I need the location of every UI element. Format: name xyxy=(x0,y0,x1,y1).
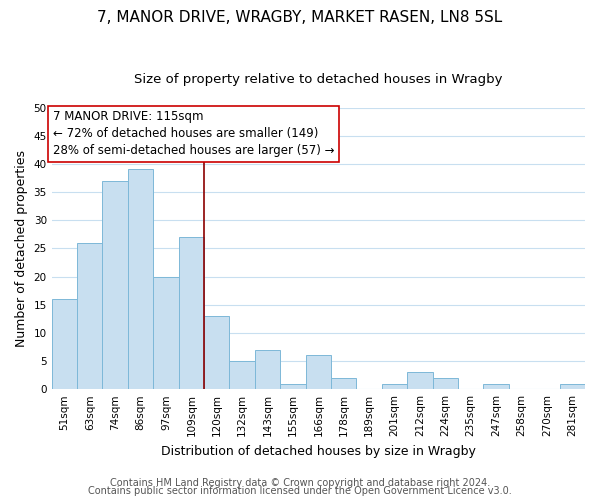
Text: 7 MANOR DRIVE: 115sqm
← 72% of detached houses are smaller (149)
28% of semi-det: 7 MANOR DRIVE: 115sqm ← 72% of detached … xyxy=(53,110,334,158)
Bar xyxy=(407,372,433,389)
Y-axis label: Number of detached properties: Number of detached properties xyxy=(15,150,28,347)
Bar xyxy=(280,384,305,389)
Bar xyxy=(52,299,77,389)
Bar xyxy=(179,237,204,389)
Text: Contains HM Land Registry data © Crown copyright and database right 2024.: Contains HM Land Registry data © Crown c… xyxy=(110,478,490,488)
Bar xyxy=(484,384,509,389)
Text: 7, MANOR DRIVE, WRAGBY, MARKET RASEN, LN8 5SL: 7, MANOR DRIVE, WRAGBY, MARKET RASEN, LN… xyxy=(97,10,503,25)
Bar xyxy=(560,384,585,389)
X-axis label: Distribution of detached houses by size in Wragby: Distribution of detached houses by size … xyxy=(161,444,476,458)
Bar xyxy=(305,356,331,389)
Bar xyxy=(103,180,128,389)
Bar xyxy=(331,378,356,389)
Bar xyxy=(77,242,103,389)
Bar xyxy=(433,378,458,389)
Bar xyxy=(255,350,280,389)
Bar xyxy=(382,384,407,389)
Bar xyxy=(128,170,153,389)
Title: Size of property relative to detached houses in Wragby: Size of property relative to detached ho… xyxy=(134,72,503,86)
Bar xyxy=(204,316,229,389)
Bar xyxy=(229,361,255,389)
Text: Contains public sector information licensed under the Open Government Licence v3: Contains public sector information licen… xyxy=(88,486,512,496)
Bar xyxy=(153,276,179,389)
